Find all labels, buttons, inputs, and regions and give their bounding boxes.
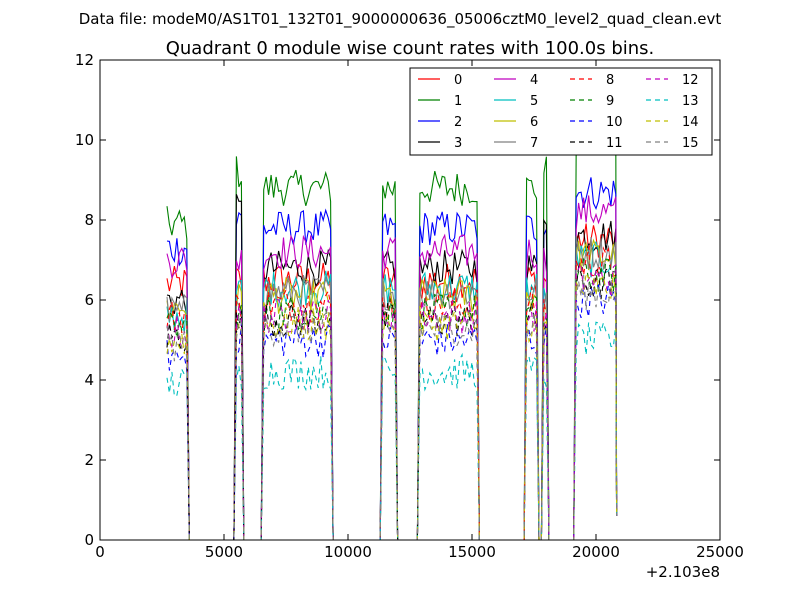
series-line-6 — [166, 238, 618, 540]
series-line-7 — [166, 236, 618, 540]
series-line-13 — [166, 320, 618, 540]
legend-label-5: 5 — [530, 94, 538, 109]
legend-label-15: 15 — [682, 136, 699, 151]
legend-label-9: 9 — [606, 94, 614, 109]
plot-area — [166, 122, 618, 540]
legend-box — [409, 67, 713, 156]
x-tick-label: 20000 — [572, 543, 620, 561]
legend-label-2: 2 — [454, 115, 462, 130]
legend-label-7: 7 — [530, 136, 538, 151]
y-tick-label: 12 — [75, 51, 94, 69]
legend-label-6: 6 — [530, 115, 538, 130]
legend-label-1: 1 — [454, 94, 462, 109]
series-line-14 — [166, 271, 618, 540]
legend-label-3: 3 — [454, 136, 462, 151]
x-tick-label: 25000 — [696, 543, 744, 561]
series-line-15 — [166, 274, 618, 540]
x-tick-label: 15000 — [448, 543, 496, 561]
x-tick-label: 10000 — [324, 543, 372, 561]
series-line-11 — [166, 265, 618, 540]
x-tick-label: 5000 — [205, 543, 243, 561]
y-tick-label: 6 — [84, 291, 94, 309]
series-line-4 — [166, 195, 618, 540]
series-line-2 — [166, 177, 618, 540]
y-tick-label: 2 — [84, 451, 94, 469]
x-axis-offset-label: +2.103e8 — [646, 563, 720, 581]
series-line-1 — [166, 122, 618, 540]
legend-label-0: 0 — [454, 73, 462, 88]
y-tick-label: 8 — [84, 211, 94, 229]
figure-suptitle: Data file: modeM0/AS1T01_132T01_90000006… — [79, 10, 722, 29]
y-tick-label: 10 — [75, 131, 94, 149]
legend-label-12: 12 — [682, 73, 699, 88]
x-tick-label: 0 — [95, 543, 105, 561]
legend-label-4: 4 — [530, 73, 538, 88]
legend-label-14: 14 — [682, 115, 699, 130]
legend-label-11: 11 — [606, 136, 623, 151]
chart-title: Quadrant 0 module wise count rates with … — [166, 38, 655, 59]
legend-label-10: 10 — [606, 115, 623, 130]
y-tick-label: 0 — [84, 531, 94, 549]
y-tick-label: 4 — [84, 371, 94, 389]
legend-label-8: 8 — [606, 73, 614, 88]
legend-label-13: 13 — [682, 94, 699, 109]
